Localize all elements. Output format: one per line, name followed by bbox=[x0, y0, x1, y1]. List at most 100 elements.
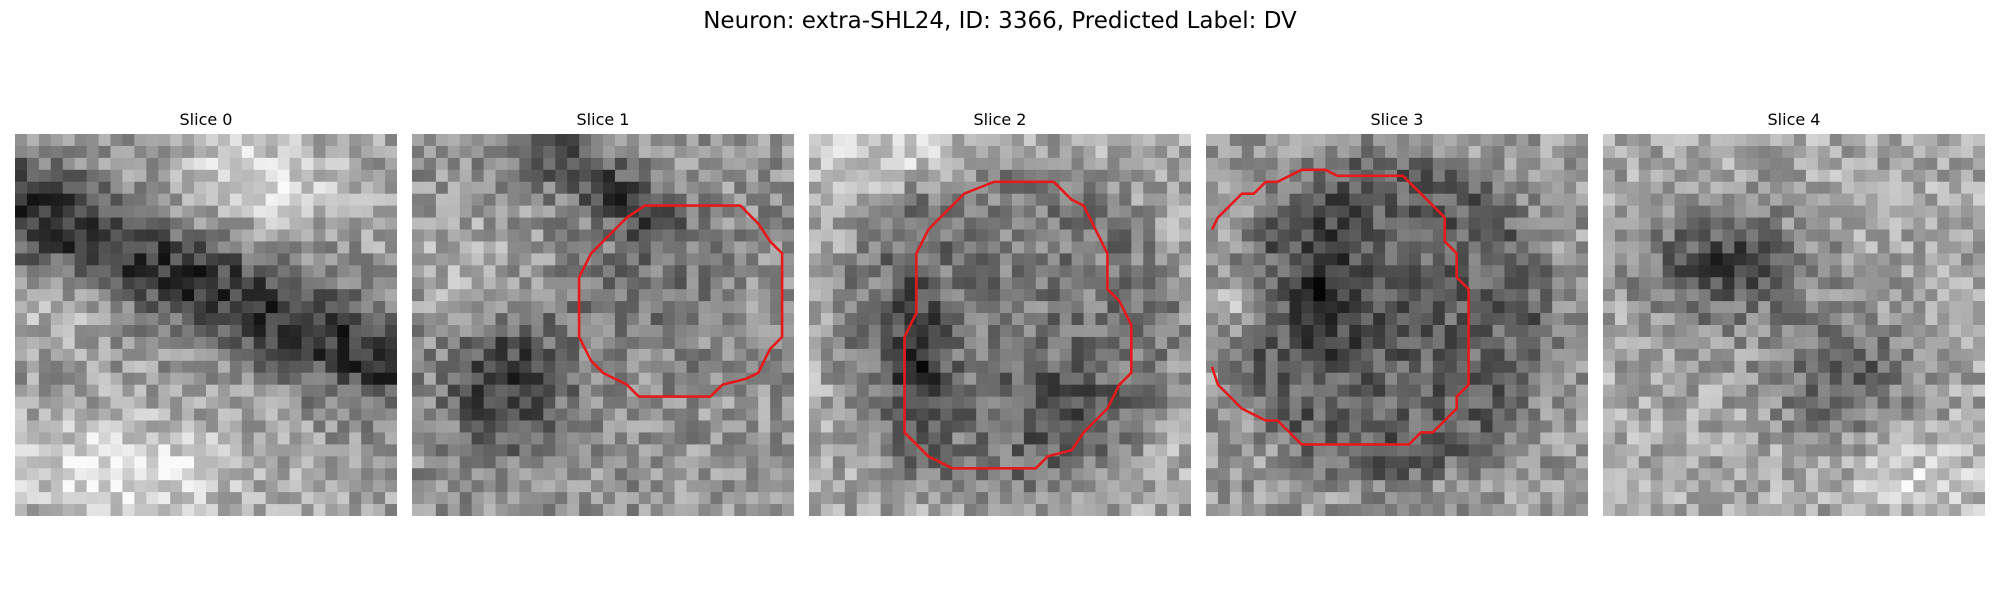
pixel bbox=[1265, 169, 1279, 183]
pixel bbox=[74, 348, 88, 362]
pixel bbox=[904, 241, 918, 254]
pixel bbox=[543, 408, 556, 422]
pixel bbox=[1698, 265, 1712, 278]
pixel bbox=[1059, 313, 1073, 326]
pixel bbox=[182, 456, 195, 469]
pixel bbox=[1059, 384, 1073, 398]
pixel bbox=[1229, 313, 1243, 326]
pixel bbox=[229, 169, 243, 183]
pixel bbox=[746, 265, 759, 278]
pixel bbox=[1734, 253, 1747, 266]
pixel bbox=[1889, 169, 1903, 183]
pixel bbox=[1444, 169, 1458, 183]
pixel bbox=[1179, 432, 1191, 445]
pixel bbox=[638, 241, 652, 254]
pixel bbox=[698, 336, 712, 350]
pixel bbox=[1047, 313, 1061, 326]
pixel bbox=[809, 420, 822, 434]
pixel bbox=[892, 480, 906, 493]
pixel bbox=[1552, 504, 1565, 516]
pixel bbox=[650, 265, 664, 278]
pixel bbox=[182, 348, 195, 362]
pixel bbox=[483, 480, 497, 493]
pixel bbox=[1059, 408, 1073, 422]
pixel bbox=[1325, 217, 1338, 231]
pixel bbox=[844, 301, 858, 314]
pixel bbox=[289, 468, 303, 481]
pixel bbox=[62, 157, 76, 171]
pixel bbox=[1397, 456, 1410, 469]
pixel bbox=[1961, 301, 1974, 314]
pixel bbox=[1289, 480, 1303, 493]
pixel bbox=[1770, 181, 1783, 195]
pixel bbox=[1277, 193, 1291, 207]
pixel bbox=[1131, 468, 1144, 481]
pixel bbox=[1241, 241, 1255, 254]
pixel bbox=[904, 468, 918, 481]
pixel bbox=[1143, 420, 1156, 434]
pixel bbox=[26, 313, 40, 326]
pixel bbox=[880, 301, 894, 314]
pixel bbox=[1901, 229, 1914, 243]
pixel bbox=[1614, 193, 1628, 207]
pixel bbox=[1865, 253, 1879, 266]
pixel bbox=[1265, 504, 1279, 516]
pixel bbox=[158, 301, 171, 314]
pixel bbox=[531, 169, 544, 183]
pixel bbox=[1432, 181, 1446, 195]
pixel bbox=[1301, 396, 1315, 410]
pixel bbox=[964, 444, 977, 457]
pixel bbox=[74, 360, 88, 374]
pixel bbox=[1349, 336, 1362, 350]
pixel bbox=[1143, 205, 1156, 219]
pixel bbox=[844, 504, 858, 516]
pixel bbox=[1337, 396, 1350, 410]
pixel bbox=[662, 134, 676, 147]
pixel bbox=[217, 492, 231, 505]
pixel bbox=[1722, 372, 1735, 386]
pixel bbox=[447, 145, 461, 159]
pixel bbox=[1698, 181, 1712, 195]
pixel bbox=[1373, 468, 1386, 481]
pixel bbox=[1949, 432, 1962, 445]
pixel bbox=[1095, 277, 1109, 290]
pixel bbox=[1961, 420, 1974, 434]
pixel bbox=[1143, 504, 1156, 516]
pixel bbox=[1516, 325, 1529, 338]
pixel bbox=[1373, 348, 1386, 362]
pixel bbox=[1710, 157, 1723, 171]
pixel bbox=[904, 157, 918, 171]
pixel bbox=[1349, 289, 1362, 302]
pixel bbox=[868, 193, 882, 207]
pixel bbox=[1973, 289, 1985, 302]
pixel bbox=[1420, 504, 1434, 516]
pixel bbox=[337, 396, 350, 410]
pixel bbox=[650, 456, 664, 469]
pixel bbox=[385, 420, 397, 434]
pixel bbox=[229, 372, 243, 386]
pixel bbox=[1973, 396, 1985, 410]
pixel bbox=[1131, 432, 1144, 445]
pixel bbox=[1119, 277, 1132, 290]
pixel bbox=[809, 289, 822, 302]
pixel bbox=[976, 277, 989, 290]
pixel bbox=[1385, 468, 1398, 481]
pixel bbox=[698, 396, 712, 410]
pixel bbox=[313, 277, 326, 290]
pixel bbox=[158, 420, 171, 434]
pixel bbox=[880, 277, 894, 290]
pixel bbox=[1937, 372, 1950, 386]
pixel bbox=[206, 468, 219, 481]
pixel bbox=[964, 253, 977, 266]
pixel bbox=[674, 217, 688, 231]
pixel bbox=[567, 229, 580, 243]
pixel bbox=[1782, 301, 1795, 314]
pixel bbox=[1408, 504, 1422, 516]
pixel bbox=[1603, 217, 1616, 231]
pixel bbox=[782, 169, 794, 183]
pixel bbox=[1432, 145, 1446, 159]
pixel bbox=[86, 241, 100, 254]
pixel bbox=[1167, 492, 1180, 505]
pixel bbox=[241, 193, 255, 207]
pixel bbox=[1913, 348, 1926, 362]
